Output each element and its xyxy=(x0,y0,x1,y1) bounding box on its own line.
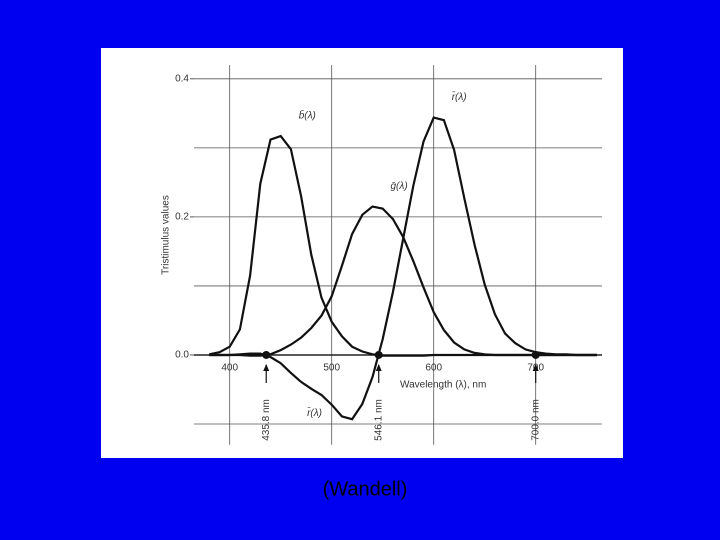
x-tick-label: 500 xyxy=(323,363,340,374)
y-tick-label: 0.2 xyxy=(175,212,189,223)
series-label: ḡ(λ) xyxy=(391,181,408,192)
marker-arrowhead xyxy=(375,363,382,371)
chart-panel xyxy=(101,48,623,458)
marker-dot xyxy=(531,350,540,359)
marker-label: 435.8 nm xyxy=(261,399,272,441)
marker-label: 700.0 nm xyxy=(530,399,541,441)
x-tick-label: 400 xyxy=(221,363,238,374)
series-label: r̄(λ) xyxy=(452,90,467,103)
series-label: r̄(λ) xyxy=(307,406,322,419)
x-axis-label: Wavelength (λ), nm xyxy=(400,380,486,391)
series-line xyxy=(209,116,597,421)
y-axis-label: Tristimulus values xyxy=(161,195,172,275)
marker-arrowhead xyxy=(532,363,539,371)
marker-dot xyxy=(374,350,383,359)
marker-dot xyxy=(262,350,271,359)
y-tick-label: 0.4 xyxy=(175,73,189,84)
x-tick-label: 600 xyxy=(425,363,442,374)
caption: (Wandell) xyxy=(323,478,408,500)
series-label: b̄(λ) xyxy=(299,109,316,122)
marker-arrowhead xyxy=(263,363,270,371)
marker-label: 546.1 nm xyxy=(373,399,384,441)
y-tick-label: 0.0 xyxy=(175,350,189,361)
